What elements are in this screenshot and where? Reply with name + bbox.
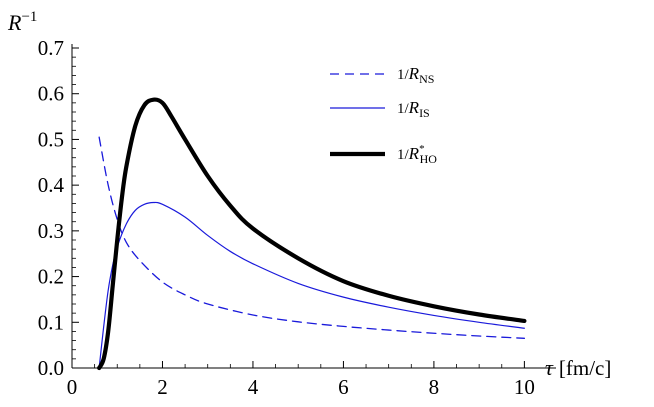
axes: 0 2 4 6 8 10 0.0 0.1 0.2 0.3 0.4 0.5 0.6 0.7 xyxy=(38,36,556,399)
x-tick-label: 8 xyxy=(429,375,440,399)
y-tick-label: 0.3 xyxy=(38,219,64,243)
legend-prefix: 1/ xyxy=(397,147,410,163)
y-tick-label: 0.1 xyxy=(38,310,64,334)
y-tick-label: 0.0 xyxy=(38,356,64,380)
series-layer xyxy=(97,97,527,371)
y-tick-label: 0.7 xyxy=(38,36,64,60)
x-tick-label: 2 xyxy=(157,375,168,399)
x-axis-title: τ [fm/c] xyxy=(545,355,611,380)
legend-label-1: 1/RNS xyxy=(397,64,434,86)
y-axis-title-sup: −1 xyxy=(21,9,37,25)
legend-var: R xyxy=(408,64,420,83)
y-axis-title: R−1 xyxy=(7,9,37,35)
legend-sub: HO xyxy=(420,152,438,166)
y-tick-label: 0.2 xyxy=(38,265,64,289)
x-tick-label: 10 xyxy=(514,375,535,399)
x-tick-label: 6 xyxy=(338,375,349,399)
legend-sup: * xyxy=(419,143,425,155)
legend-sub: NS xyxy=(419,72,434,86)
x-tick-label: 4 xyxy=(248,375,259,399)
series-line-1 xyxy=(98,136,526,339)
legend-label-3: 1/R* HO xyxy=(397,143,437,166)
series-line-3 xyxy=(97,97,527,371)
y-axis-title-var: R xyxy=(7,10,22,35)
legend-var: R xyxy=(408,98,420,117)
y-tick-label: 0.4 xyxy=(38,173,65,197)
x-tick-label: 0 xyxy=(67,375,78,399)
y-tick-label: 0.6 xyxy=(38,82,64,106)
x-axis-unit: [fm/c] xyxy=(559,356,611,380)
legend-var: R xyxy=(408,144,420,163)
y-tick-label: 0.5 xyxy=(38,127,64,151)
legend-label-2: 1/RIS xyxy=(397,98,430,120)
legend-sub: IS xyxy=(419,106,430,120)
legend-prefix: 1/ xyxy=(397,67,410,83)
series-line-2 xyxy=(98,201,525,369)
x-axis-title-var: τ xyxy=(545,355,554,380)
legend-prefix: 1/ xyxy=(397,101,410,117)
